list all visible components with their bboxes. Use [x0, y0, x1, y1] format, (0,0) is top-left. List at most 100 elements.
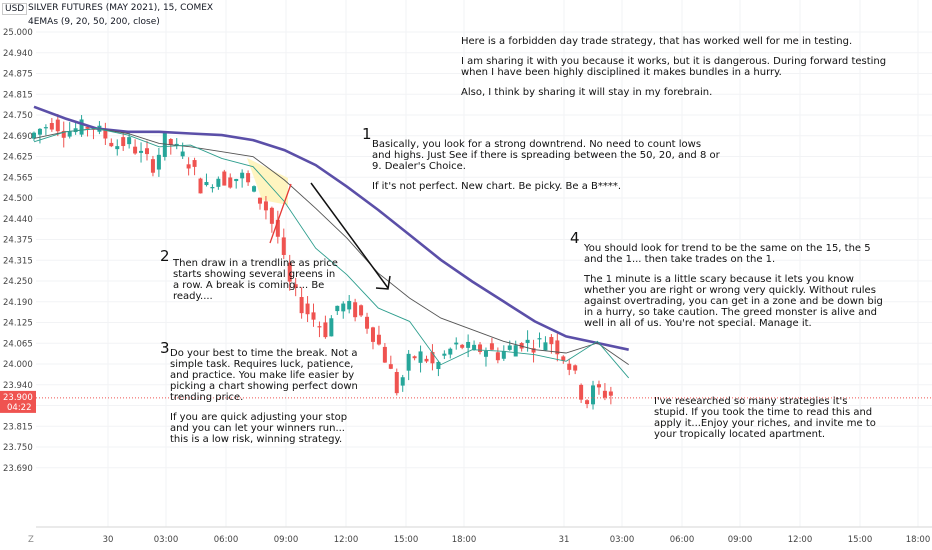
candle-body [525, 339, 530, 343]
candle-body [406, 353, 411, 371]
candle-body [483, 350, 488, 357]
y-tick-label: 24.815 [3, 90, 33, 100]
highlight-box [247, 158, 288, 205]
candle-body [162, 132, 167, 157]
x-tick-label: 30 [103, 535, 114, 545]
axes: 25.000 24.940 24.875 24.815 24.750 24.690 24.6… [0, 28, 932, 545]
candle-body [85, 126, 90, 129]
candle-body [144, 148, 149, 155]
intro-line-3: Also, I think by sharing it will stay in… [461, 87, 713, 98]
step-1-number: 1 [362, 125, 372, 143]
x-tick-label: 31 [559, 535, 570, 545]
y-tick-label: 23.750 [3, 443, 33, 453]
x-tick-label: 15:00 [394, 535, 419, 545]
candle-body [608, 391, 613, 396]
y-tick-label: 24.565 [3, 173, 33, 183]
candle-body [495, 352, 500, 361]
chart-title: SILVER FUTURES (MAY 2021), 15, COMEX [28, 3, 214, 13]
candle-body [246, 173, 251, 183]
arrow-shaft [310, 182, 389, 289]
candle-body [257, 197, 262, 204]
candle-body [121, 137, 126, 147]
candle-body [55, 119, 60, 132]
y-tick-label: 24.440 [3, 215, 33, 225]
candle-body [186, 164, 191, 169]
candle-body [382, 346, 387, 363]
x-tick-label: 12:00 [788, 535, 813, 545]
candle-body [365, 316, 370, 329]
candle-body [400, 377, 405, 386]
y-tick-label: 24.065 [3, 339, 33, 349]
y-tick-label: 24.690 [3, 132, 33, 142]
drawings [269, 182, 391, 290]
step-3-line-1: Do your best to time the break. Not a si… [170, 348, 358, 403]
candle-body [311, 312, 316, 320]
step-4-note: You should look for trend to be the same… [584, 243, 884, 338]
candle-body [341, 303, 346, 312]
candle-body [79, 119, 84, 135]
candle-body [489, 343, 494, 350]
candle-body [585, 400, 590, 405]
candle-body [513, 345, 518, 357]
candle-body [472, 344, 477, 350]
step-3-note: Do your best to time the break. Not a si… [170, 348, 362, 454]
intro-line-2: I am sharing it with you because it work… [461, 56, 887, 78]
candle-body [543, 342, 548, 351]
step-2-note: Then draw in a trendline as price starts… [173, 258, 338, 302]
candle-body [573, 365, 578, 371]
candle-body [394, 372, 399, 394]
step-4-line-2: The 1 minute is a little scary because i… [584, 274, 883, 329]
candle-body [549, 337, 554, 345]
candle-body [174, 143, 179, 146]
price-tag-countdown: 04:22 [7, 403, 32, 413]
x-tick-label: 03:00 [610, 535, 635, 545]
candle-body [424, 358, 429, 362]
ema-mid-line [33, 128, 629, 365]
indicator-legend[interactable]: 4EMAs (9, 20, 50, 200, close) [28, 17, 160, 27]
candle-body [198, 178, 203, 194]
candle-body [466, 341, 471, 348]
candle-body [210, 187, 215, 189]
candle-body [561, 356, 566, 361]
ema-fast-line [33, 128, 630, 379]
price-tag [0, 390, 36, 413]
candle-body [216, 178, 221, 187]
step-1-line-2: If it's not perfect. New chart. Be picky… [372, 181, 622, 192]
x-tick-label: 06:00 [670, 535, 695, 545]
candle-body [388, 364, 393, 369]
x-tick-label: 06:00 [214, 535, 239, 545]
candle-body [323, 322, 328, 338]
x-tick-label: 09:00 [728, 535, 753, 545]
candle-body [591, 385, 596, 405]
candle-body [252, 186, 257, 192]
candle-body [115, 146, 120, 150]
step-1-line-1: Basically, you look for a strong downtre… [372, 139, 720, 172]
candle-body [269, 207, 274, 224]
y-tick-label: 24.315 [3, 256, 33, 266]
step-2-number: 2 [160, 247, 170, 265]
candle-body [353, 302, 358, 318]
x-tick-label: 15:00 [848, 535, 873, 545]
step-3-line-2: If you are quick adjusting your stop and… [170, 412, 348, 445]
candle-body [436, 361, 441, 370]
step-1-note: Basically, you look for a strong downtre… [372, 139, 722, 201]
candle-body [133, 146, 138, 154]
y-tick-label: 24.125 [3, 319, 33, 329]
currency-badge[interactable]: USD [2, 3, 28, 15]
y-tick-label: 24.190 [3, 298, 33, 308]
x-tick-label: 18:00 [452, 535, 477, 545]
y-tick-label: 24.940 [3, 49, 33, 59]
candle-body [555, 340, 560, 355]
y-tick-label: 24.750 [3, 111, 33, 121]
candle-body [109, 142, 114, 147]
candle-body [204, 182, 209, 186]
y-tick-label: 23.815 [3, 422, 33, 432]
candle-body [478, 344, 483, 352]
candle-body [359, 305, 364, 316]
candle-body [73, 128, 78, 133]
candle-body [602, 390, 607, 398]
candle-body [67, 131, 72, 137]
candle-body [412, 356, 417, 359]
candle-body [150, 159, 155, 173]
